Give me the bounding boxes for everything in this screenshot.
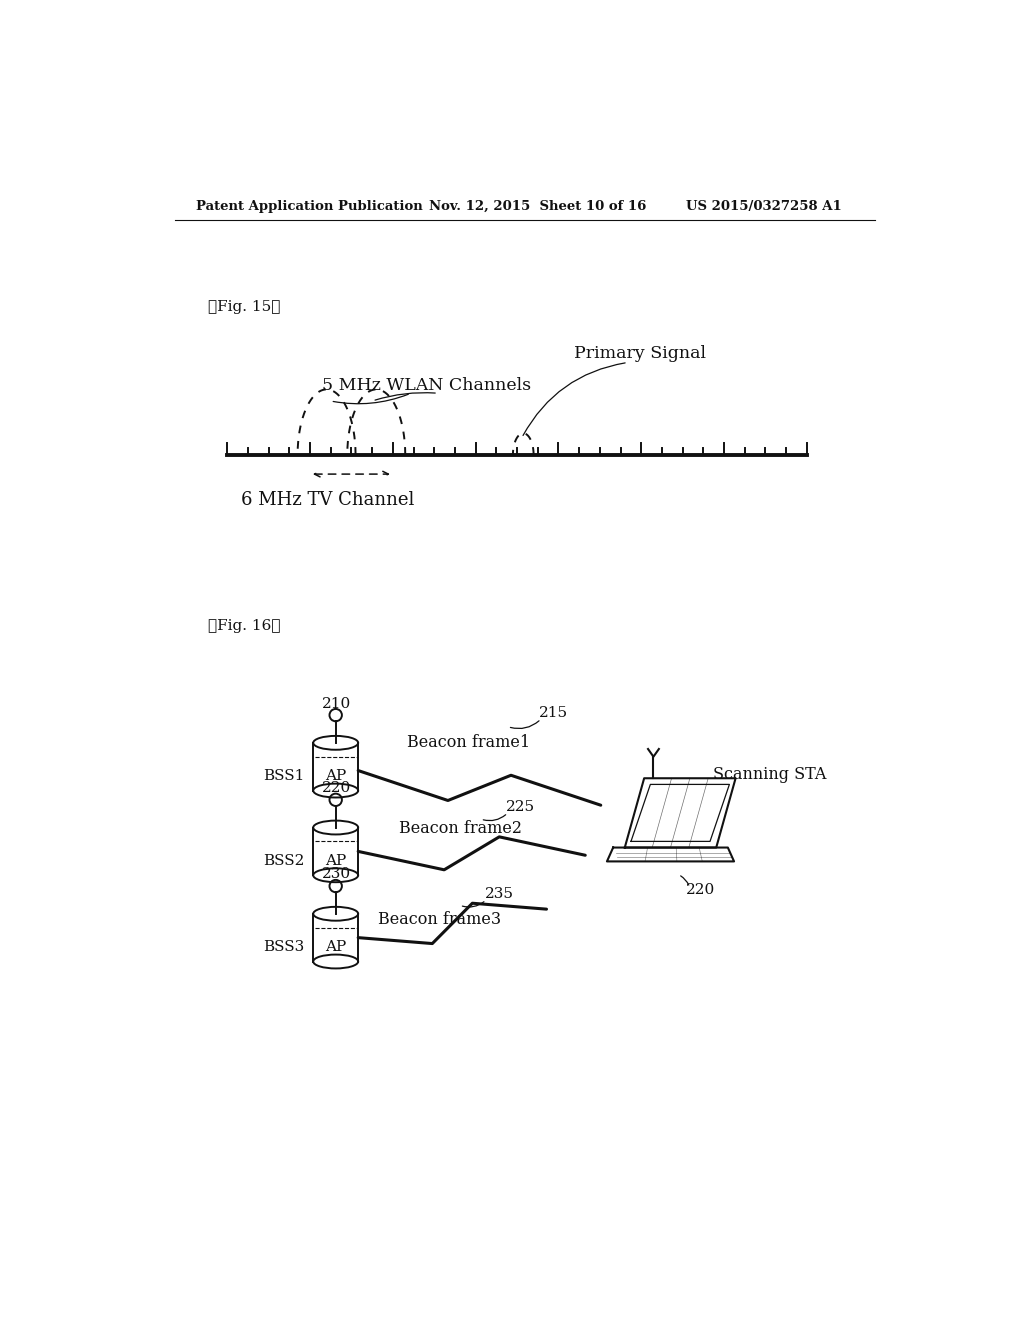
Text: 』Fig. 15】: 』Fig. 15】 — [208, 300, 281, 314]
Text: Beacon frame3: Beacon frame3 — [378, 911, 501, 928]
Text: Beacon frame1: Beacon frame1 — [407, 734, 530, 751]
Text: 225: 225 — [506, 800, 536, 813]
Text: BSS1: BSS1 — [263, 770, 305, 783]
Text: Patent Application Publication: Patent Application Publication — [197, 199, 423, 213]
Text: AP: AP — [325, 854, 346, 867]
Text: BSS2: BSS2 — [263, 854, 305, 867]
Text: 6 MHz TV Channel: 6 MHz TV Channel — [242, 491, 415, 508]
Text: 210: 210 — [322, 697, 351, 710]
Text: Beacon frame2: Beacon frame2 — [399, 820, 522, 837]
Text: Scanning STA: Scanning STA — [713, 766, 826, 783]
Text: 230: 230 — [322, 867, 351, 882]
Text: Nov. 12, 2015  Sheet 10 of 16: Nov. 12, 2015 Sheet 10 of 16 — [429, 199, 646, 213]
Text: Primary Signal: Primary Signal — [573, 345, 706, 362]
Text: 215: 215 — [539, 706, 568, 719]
Text: AP: AP — [325, 770, 346, 783]
Text: AP: AP — [325, 940, 346, 954]
Text: 235: 235 — [484, 887, 513, 900]
Text: 220: 220 — [686, 883, 715, 896]
Text: 5 MHz WLAN Channels: 5 MHz WLAN Channels — [322, 378, 530, 395]
Text: 』Fig. 16】: 』Fig. 16】 — [208, 619, 281, 632]
Text: US 2015/0327258 A1: US 2015/0327258 A1 — [686, 199, 842, 213]
Text: 220: 220 — [322, 781, 351, 795]
Text: BSS3: BSS3 — [263, 940, 305, 954]
